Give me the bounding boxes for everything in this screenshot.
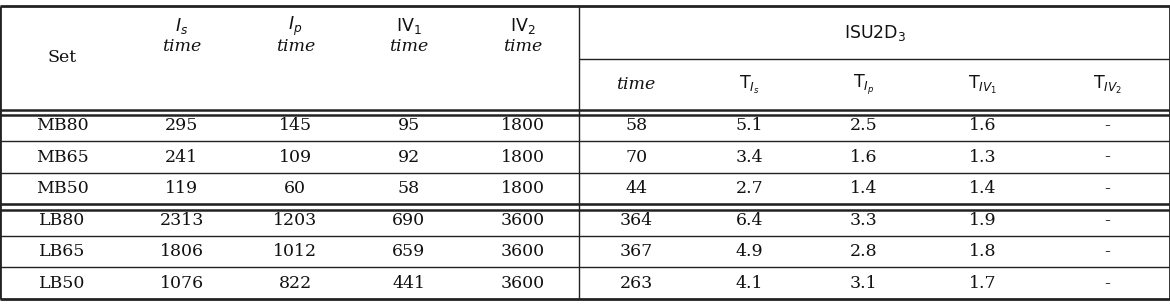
Text: 1800: 1800 bbox=[501, 180, 544, 197]
Text: time: time bbox=[276, 38, 315, 55]
Text: $\mathrm{T}_{I_s}$: $\mathrm{T}_{I_s}$ bbox=[739, 74, 761, 96]
Text: 2.8: 2.8 bbox=[849, 243, 878, 260]
Text: 1.9: 1.9 bbox=[969, 212, 997, 229]
Text: 367: 367 bbox=[619, 243, 653, 260]
Text: 1.6: 1.6 bbox=[849, 149, 878, 166]
Text: 1.7: 1.7 bbox=[969, 274, 997, 292]
Text: 1076: 1076 bbox=[159, 274, 204, 292]
Text: 3600: 3600 bbox=[501, 243, 544, 260]
Text: -: - bbox=[1104, 243, 1110, 260]
Text: time: time bbox=[503, 38, 542, 55]
Text: 2.5: 2.5 bbox=[849, 117, 878, 134]
Text: $I_s$: $I_s$ bbox=[176, 16, 188, 36]
Text: 364: 364 bbox=[620, 212, 653, 229]
Text: 6.4: 6.4 bbox=[736, 212, 764, 229]
Text: 3.3: 3.3 bbox=[849, 212, 878, 229]
Text: 92: 92 bbox=[398, 149, 420, 166]
Text: 109: 109 bbox=[278, 149, 312, 166]
Text: -: - bbox=[1104, 149, 1110, 166]
Text: LB50: LB50 bbox=[40, 274, 85, 292]
Text: time: time bbox=[617, 76, 655, 93]
Text: 44: 44 bbox=[625, 180, 647, 197]
Text: $\mathrm{IV}_1$: $\mathrm{IV}_1$ bbox=[395, 16, 422, 36]
Text: -: - bbox=[1104, 117, 1110, 134]
Text: 1806: 1806 bbox=[160, 243, 204, 260]
Text: $\mathrm{IV}_2$: $\mathrm{IV}_2$ bbox=[510, 16, 536, 36]
Text: 119: 119 bbox=[165, 180, 198, 197]
Text: time: time bbox=[163, 38, 201, 55]
Text: -: - bbox=[1104, 274, 1110, 292]
Text: MB65: MB65 bbox=[36, 149, 89, 166]
Text: 1800: 1800 bbox=[501, 149, 544, 166]
Text: 1012: 1012 bbox=[274, 243, 317, 260]
Text: 263: 263 bbox=[619, 274, 653, 292]
Text: time: time bbox=[390, 38, 428, 55]
Text: $\mathrm{T}_{IV_1}$: $\mathrm{T}_{IV_1}$ bbox=[968, 74, 997, 96]
Text: 1.8: 1.8 bbox=[969, 243, 997, 260]
Text: 95: 95 bbox=[398, 117, 420, 134]
Text: 3.4: 3.4 bbox=[736, 149, 764, 166]
Text: 3.1: 3.1 bbox=[849, 274, 878, 292]
Text: 659: 659 bbox=[392, 243, 426, 260]
Text: 3600: 3600 bbox=[501, 212, 544, 229]
Text: 3600: 3600 bbox=[501, 274, 544, 292]
Text: 241: 241 bbox=[165, 149, 198, 166]
Text: 58: 58 bbox=[398, 180, 420, 197]
Text: $\mathrm{T}_{IV_2}$: $\mathrm{T}_{IV_2}$ bbox=[1093, 74, 1122, 96]
Text: 4.9: 4.9 bbox=[736, 243, 764, 260]
Text: 1.4: 1.4 bbox=[969, 180, 997, 197]
Text: 4.1: 4.1 bbox=[736, 274, 764, 292]
Text: 1800: 1800 bbox=[501, 117, 544, 134]
Text: LB65: LB65 bbox=[40, 243, 85, 260]
Text: 441: 441 bbox=[392, 274, 426, 292]
Text: 1.4: 1.4 bbox=[849, 180, 878, 197]
Text: MB80: MB80 bbox=[36, 117, 89, 134]
Text: 2313: 2313 bbox=[159, 212, 204, 229]
Text: 1203: 1203 bbox=[274, 212, 317, 229]
Text: 70: 70 bbox=[625, 149, 647, 166]
Text: 822: 822 bbox=[278, 274, 312, 292]
Text: -: - bbox=[1104, 212, 1110, 229]
Text: 1.6: 1.6 bbox=[969, 117, 997, 134]
Text: LB80: LB80 bbox=[40, 212, 85, 229]
Text: 2.7: 2.7 bbox=[736, 180, 764, 197]
Text: MB50: MB50 bbox=[36, 180, 89, 197]
Text: 1.3: 1.3 bbox=[969, 149, 997, 166]
Text: $\mathrm{ISU2D}_3$: $\mathrm{ISU2D}_3$ bbox=[844, 23, 906, 43]
Text: $\mathrm{T}_{I_p}$: $\mathrm{T}_{I_p}$ bbox=[853, 73, 874, 97]
Text: 5.1: 5.1 bbox=[736, 117, 764, 134]
Text: 145: 145 bbox=[278, 117, 312, 134]
Text: Set: Set bbox=[48, 49, 77, 66]
Text: 60: 60 bbox=[284, 180, 307, 197]
Text: $I_p$: $I_p$ bbox=[288, 15, 303, 38]
Text: -: - bbox=[1104, 180, 1110, 197]
Text: 58: 58 bbox=[625, 117, 647, 134]
Text: 295: 295 bbox=[165, 117, 199, 134]
Text: 690: 690 bbox=[392, 212, 426, 229]
